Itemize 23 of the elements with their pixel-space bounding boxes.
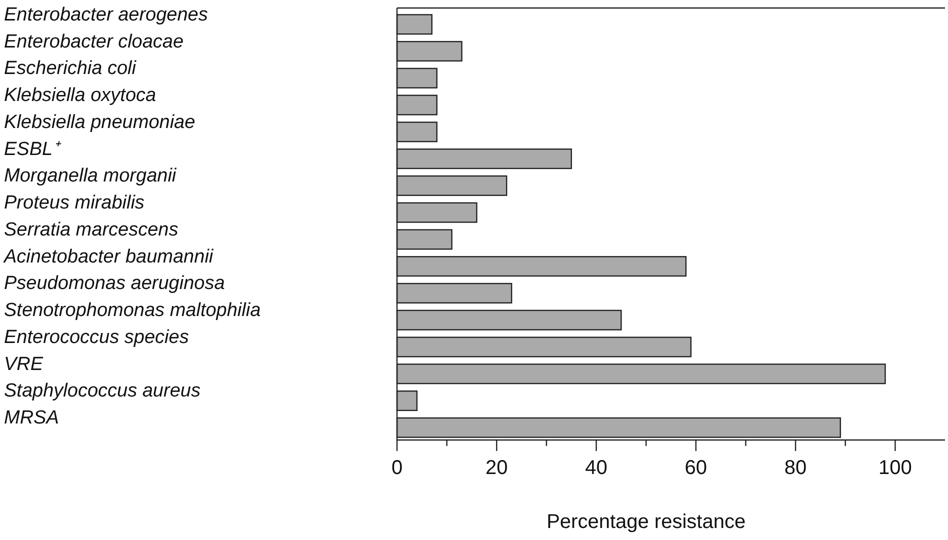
y-tick-label: Pseudomonas aeruginosa: [4, 273, 225, 294]
y-tick-label: Enterococcus species: [4, 326, 190, 348]
y-tick-label: Enterobacter cloacae: [4, 31, 184, 52]
y-tick-label: Escherichia coli: [4, 58, 137, 80]
x-tick-label: 0: [391, 457, 403, 479]
x-axis-title: Percentage resistance: [546, 511, 746, 533]
y-tick-label: VRE: [4, 354, 44, 375]
y-tick-label: Morganella morganii: [4, 166, 177, 187]
y-tick-label: MRSA: [4, 408, 59, 429]
x-tick-label: 80: [784, 457, 807, 479]
x-tick-label: 100: [878, 457, 912, 479]
y-tick-label: Staphylococcus aureus: [4, 380, 201, 402]
y-tick-label: Klebsiella oxytoca: [4, 85, 156, 106]
y-tick-label: Stenotrophomonas maltophilia: [4, 300, 261, 322]
x-tick-label: 40: [585, 457, 608, 479]
y-tick-label: Enterobacter aerogenes: [4, 4, 208, 26]
y-tick-label: Acinetobacter baumannii: [3, 246, 214, 268]
x-tick-label: 20: [486, 457, 508, 479]
y-tick-label: Klebsiella pneumoniae: [4, 112, 196, 133]
y-tick-label: ESBL⁺: [4, 138, 62, 160]
x-tick-label: 60: [684, 457, 708, 479]
y-tick-label: Proteus mirabilis: [4, 192, 145, 214]
y-tick-label: Serratia marcescens: [4, 219, 179, 240]
